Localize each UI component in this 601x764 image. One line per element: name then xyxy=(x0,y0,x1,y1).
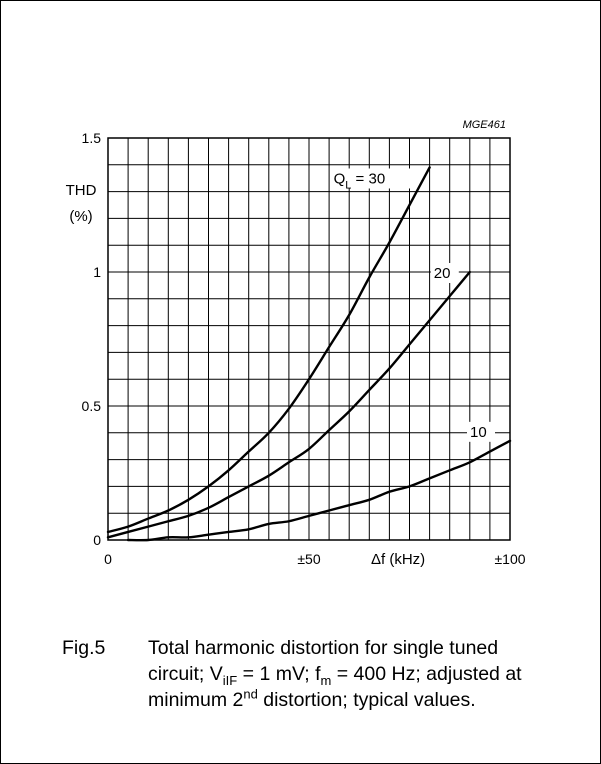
x-tick-label: ±100 xyxy=(494,551,525,567)
series-line xyxy=(126,439,512,542)
caption-line-1: Total harmonic distortion for single tun… xyxy=(148,637,499,659)
series-label: 10 xyxy=(467,421,495,442)
y-tick-label: 1.5 xyxy=(82,130,102,146)
series-line xyxy=(106,270,471,539)
x-tick-label: 0 xyxy=(104,551,112,567)
caption-line-3: minimum 2nd distortion; typical values. xyxy=(148,686,476,712)
svg-text:10: 10 xyxy=(470,424,487,441)
plot-frame xyxy=(107,137,511,541)
caption-line-2: circuit; ViIF = 1 mV; fm = 400 Hz; adjus… xyxy=(148,663,522,688)
caption-text: Total harmonic distortion for single tun… xyxy=(148,635,588,713)
series-line xyxy=(106,166,431,534)
y-tick-label: 1 xyxy=(93,264,101,280)
series-label: QL = 30 xyxy=(330,168,415,191)
chart-grid xyxy=(107,137,511,541)
chart-curves: QL = 30 20 10 xyxy=(106,166,512,542)
chart-tick-labels: 0 0.5 1 1.5 0 ±50 ±100 xyxy=(82,130,526,567)
y-tick-label: 0 xyxy=(93,532,101,548)
y-tick-label: 0.5 xyxy=(82,398,102,414)
y-axis-unit: (%) xyxy=(69,208,92,225)
x-axis-label: Δf (kHz) xyxy=(371,551,425,568)
figure-code: MGE461 xyxy=(463,119,506,131)
svg-text:QL = 30: QL = 30 xyxy=(334,170,386,191)
y-axis-label: THD xyxy=(66,182,97,199)
series-label: 20 xyxy=(430,263,459,283)
caption-figure-number: Fig.5 xyxy=(62,637,106,659)
svg-text:20: 20 xyxy=(434,265,451,282)
x-tick-label: ±50 xyxy=(297,551,320,567)
